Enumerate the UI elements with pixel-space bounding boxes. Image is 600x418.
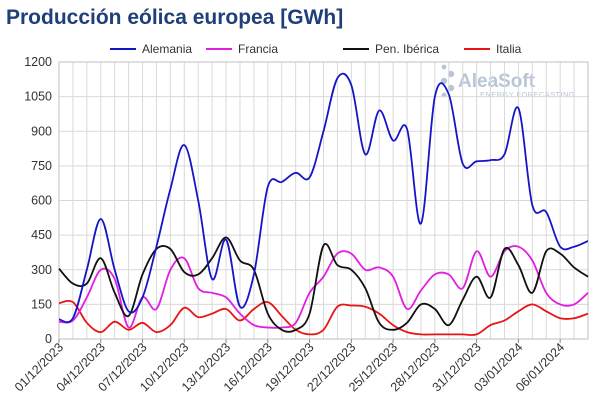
legend-item-francia: Francia <box>206 42 278 56</box>
logo-name: AleaSoft <box>458 71 536 92</box>
y-tick-label: 1200 <box>24 55 52 69</box>
legend-label: Pen. Ibérica <box>375 42 439 56</box>
logo: AleaSoft ENERGY FORECASTING <box>440 64 575 99</box>
y-tick-label: 1050 <box>24 90 52 104</box>
legend-item-alemania: Alemania <box>110 42 192 56</box>
y-tick-label: 450 <box>31 228 52 242</box>
legend-label: Alemania <box>142 42 192 56</box>
y-tick-label: 900 <box>31 124 52 138</box>
logo-tagline: ENERGY FORECASTING <box>480 90 575 99</box>
y-tick-label: 750 <box>31 159 52 173</box>
y-tick-label: 0 <box>45 332 52 346</box>
series-line-italia <box>58 299 589 336</box>
series-line-alemania <box>58 72 589 324</box>
legend-item-pen-ib-rica: Pen. Ibérica <box>343 42 439 56</box>
plot-area <box>58 61 589 340</box>
y-tick-label: 600 <box>31 194 52 208</box>
page-title: Producción eólica europea [GWh] <box>6 6 344 29</box>
legend-label: Francia <box>238 42 278 56</box>
series-line-pen-ib-rica <box>58 236 589 333</box>
legend-item-italia: Italia <box>464 42 522 56</box>
y-tick-label: 150 <box>31 297 52 311</box>
y-tick-label: 300 <box>31 263 52 277</box>
legend-label: Italia <box>496 42 522 56</box>
